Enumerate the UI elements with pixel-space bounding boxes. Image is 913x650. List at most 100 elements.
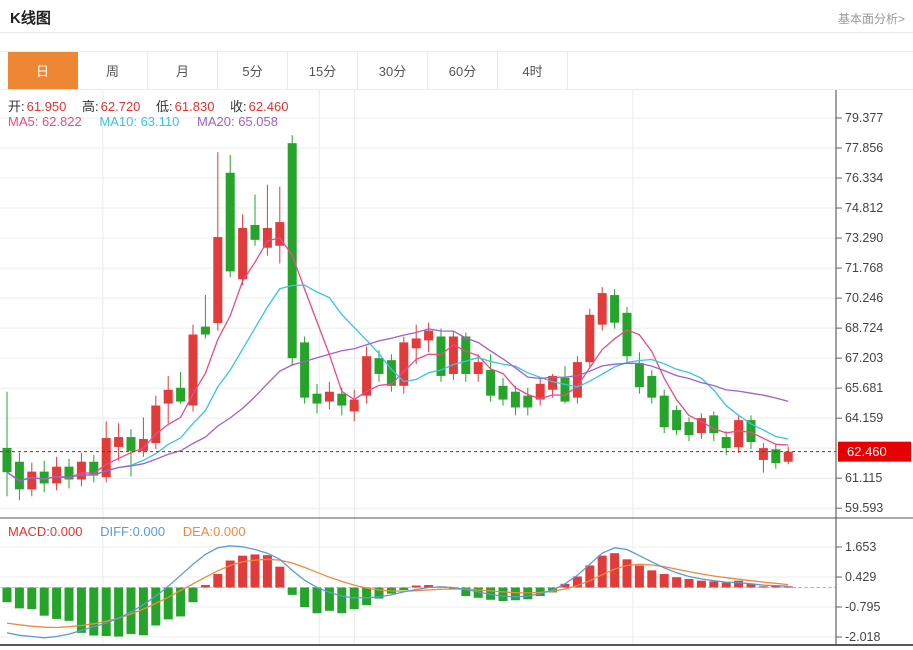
axis-tick-label: -0.795 xyxy=(845,600,880,614)
macd-hist-bar xyxy=(300,587,310,608)
ma5-label: MA5: xyxy=(8,114,39,129)
macd-hist-bar xyxy=(275,566,285,588)
candle-body xyxy=(399,342,409,386)
macd-hist-bar xyxy=(138,587,148,636)
kline-chart[interactable]: 79.377 77.856 76.334 74.812 73.290 71.768 70.2… xyxy=(0,90,913,650)
candle-body xyxy=(287,143,297,359)
macd-hist-bar xyxy=(76,587,86,633)
low-label: 低: xyxy=(156,99,173,114)
candle-body xyxy=(200,326,210,335)
candle-body xyxy=(424,330,434,341)
macd-hist-bar xyxy=(176,587,186,617)
macd-hist-bar xyxy=(262,555,272,588)
ma10-line xyxy=(6,284,789,482)
macd-hist-bar xyxy=(771,585,781,588)
candle-body xyxy=(659,395,669,428)
macd-hist-bar xyxy=(324,587,334,611)
ma10-value: 63.110 xyxy=(140,114,180,129)
axis-tick-label: 74.812 xyxy=(845,201,883,215)
tab-day[interactable]: 日 xyxy=(8,52,78,89)
candle-body xyxy=(101,438,111,478)
candle-body xyxy=(262,228,272,248)
candle-body xyxy=(783,451,793,462)
candle-body xyxy=(709,415,719,434)
macd-hist-bar xyxy=(783,586,793,588)
candle-body xyxy=(411,338,421,349)
ohlc-info-row: 开: 61.950 高: 62.720 低: 61.830 收: 62.460 xyxy=(8,96,300,115)
macd-hist-bar xyxy=(498,587,508,601)
tab-60min[interactable]: 60分 xyxy=(428,52,498,89)
candle-body xyxy=(734,420,744,448)
candles-layer xyxy=(2,135,793,501)
candle-body xyxy=(225,172,235,272)
ma-lines xyxy=(6,237,789,482)
open-value: 61.950 xyxy=(26,99,67,114)
candle-body xyxy=(362,356,372,396)
axis-tick-label: 76.334 xyxy=(845,171,883,185)
macd-hist-bar xyxy=(374,587,384,599)
candle-body xyxy=(597,293,607,325)
axis-tick-label: 79.377 xyxy=(845,111,883,125)
macd-hist-bar xyxy=(399,587,409,590)
axis-tick-label: 71.768 xyxy=(845,261,883,275)
candle-body xyxy=(498,385,508,400)
macd-info-row: MACD:0.000 DIFF:0.000 DEA:0.000 xyxy=(8,524,246,539)
tab-week[interactable]: 周 xyxy=(78,52,148,89)
macd-hist-bar xyxy=(585,565,595,588)
chart-canvas: 79.377 77.856 76.334 74.812 73.290 71.768 70.2… xyxy=(0,90,913,646)
candle-body xyxy=(523,395,533,408)
high-value: 62.720 xyxy=(100,99,141,114)
tab-15min[interactable]: 15分 xyxy=(288,52,358,89)
candle-body xyxy=(684,422,694,436)
ma20-value: 65.058 xyxy=(238,114,278,129)
tab-5min[interactable]: 5分 xyxy=(218,52,288,89)
ma-info-row: MA5: 62.822 MA10: 63.110 MA20: 65.058 xyxy=(8,114,278,129)
ma10-label: MA10: xyxy=(99,114,137,129)
macd-hist-bar xyxy=(14,587,24,609)
candle-body xyxy=(535,383,545,400)
macd-hist-bar xyxy=(64,587,74,621)
candle-body xyxy=(300,342,310,398)
fundamental-analysis-link[interactable]: 基本面分析> xyxy=(837,12,905,26)
candle-body xyxy=(548,375,558,390)
axis-tick-label: 61.115 xyxy=(845,471,882,485)
candle-body xyxy=(585,314,595,363)
high-label: 高: xyxy=(82,99,99,114)
candle-body xyxy=(771,449,781,464)
macd-hist-bar xyxy=(213,574,223,588)
macd-hist-bar xyxy=(510,587,520,601)
frame-layer xyxy=(0,90,913,646)
candle-body xyxy=(486,370,496,396)
macd-hist-bar xyxy=(647,570,657,588)
diff-label: DIFF: xyxy=(100,524,133,539)
candle-body xyxy=(114,437,124,447)
ma5-value: 62.822 xyxy=(41,114,82,129)
page-title: K线图 xyxy=(10,10,51,27)
macd-hist-bar xyxy=(312,587,322,614)
macd-hist-bar xyxy=(610,553,620,588)
macd-hist-bar xyxy=(634,565,644,588)
close-value: 62.460 xyxy=(248,99,289,114)
macd-hist-bar xyxy=(734,580,744,588)
candle-body xyxy=(176,387,186,402)
tab-4hour[interactable]: 4时 xyxy=(498,52,568,89)
candle-body xyxy=(610,295,620,323)
macd-hist-bar xyxy=(696,580,706,588)
macd-hist-bar xyxy=(473,587,483,598)
macd-hist-bar xyxy=(560,583,570,588)
tab-30min[interactable]: 30分 xyxy=(358,52,428,89)
candle-body xyxy=(386,360,396,386)
ma20-line xyxy=(6,328,789,482)
macd-hist-bar xyxy=(758,586,768,588)
tab-month[interactable]: 月 xyxy=(148,52,218,89)
diff-value: 0.000 xyxy=(132,524,166,539)
macd-hist-bar xyxy=(101,587,111,637)
macd-hist-bar xyxy=(163,587,173,620)
macd-hist-bar xyxy=(287,587,297,595)
macd-hist-bar xyxy=(238,555,248,588)
period-tabs: 日 周 月 5分 15分 30分 60分 4时 xyxy=(0,51,913,90)
candle-body xyxy=(758,448,768,460)
candle-body xyxy=(572,362,582,398)
macd-pane xyxy=(0,545,836,639)
axis-tick-label: 65.681 xyxy=(845,381,883,395)
